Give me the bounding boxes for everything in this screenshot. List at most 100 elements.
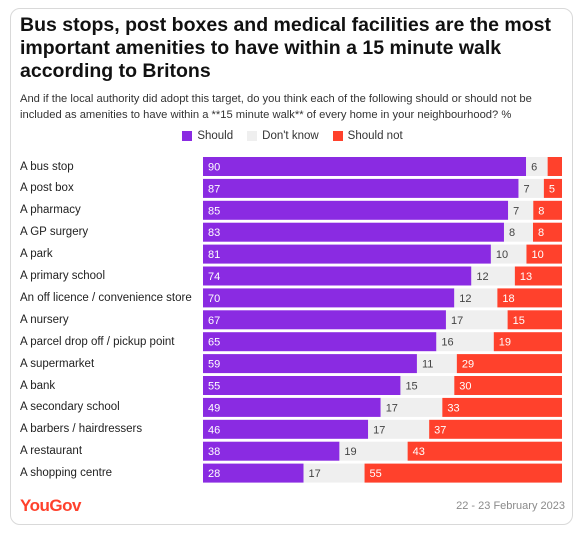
bar-should-not-a-primary-school [514, 266, 562, 286]
value-label-should-a-secondary-school: 49 [208, 402, 220, 414]
bar-dont-know-a-parcel-drop-off-pickup-point [436, 332, 494, 352]
value-label-dont-know-a-barbers-hairdressers: 17 [373, 424, 385, 436]
value-label-dont-know-an-off-licence-convenience-store: 12 [459, 293, 471, 305]
value-label-dont-know-a-shopping-centre: 17 [309, 468, 321, 480]
value-label-should-not-a-barbers-hairdressers: 37 [434, 424, 446, 436]
value-label-should-not-a-shopping-centre: 55 [370, 468, 382, 480]
bar-should-not-a-post-box [543, 178, 562, 198]
bar-should-not-a-gp-surgery [532, 222, 562, 242]
legend-swatch-dont-know [247, 131, 258, 141]
bar-dont-know-a-park [490, 244, 527, 264]
bar-should-a-restaurant [203, 441, 340, 461]
value-label-dont-know-a-pharmacy: 7 [513, 205, 519, 217]
bar-should-an-off-licence-convenience-store [203, 288, 455, 308]
category-label-a-park: A park [20, 248, 53, 261]
bar-should-a-shopping-centre [203, 463, 304, 483]
value-label-should-a-barbers-hairdressers: 46 [208, 424, 220, 436]
value-label-dont-know-a-supermarket: 11 [422, 359, 433, 371]
value-label-should-a-bus-stop: 90 [208, 162, 220, 174]
value-label-dont-know-a-bus-stop: 6 [531, 162, 537, 174]
chart-legend: Should Don't know Should not [0, 130, 585, 142]
bar-should-a-barbers-hairdressers [203, 419, 369, 439]
value-label-should-not-an-off-licence-convenience-store: 18 [502, 293, 514, 305]
bar-dont-know-a-supermarket [416, 354, 457, 374]
bar-should-a-secondary-school [203, 397, 381, 417]
bar-dont-know-a-post-box [518, 178, 544, 198]
value-label-should-a-shopping-centre: 28 [208, 468, 220, 480]
category-label-a-post-box: A post box [20, 182, 74, 195]
bar-should-a-parcel-drop-off-pickup-point [203, 332, 437, 352]
category-label-a-barbers-hairdressers: A barbers / hairdressers [20, 423, 143, 436]
value-label-should-not-a-restaurant: 43 [413, 446, 425, 458]
value-label-dont-know-a-park: 10 [496, 249, 508, 261]
bar-should-not-a-pharmacy [533, 200, 562, 220]
category-label-a-bus-stop: A bus stop [20, 160, 74, 173]
legend-item-dont-know: Don't know [247, 130, 319, 142]
value-label-dont-know-a-nursery: 17 [451, 315, 463, 327]
bar-dont-know-a-primary-school [471, 266, 515, 286]
category-label-a-parcel-drop-off-pickup-point: A parcel drop off / pickup point [20, 335, 175, 348]
bar-should-not-a-park [526, 244, 562, 264]
value-label-should-not-a-secondary-school: 33 [447, 402, 459, 414]
bar-dont-know-an-off-licence-convenience-store [454, 288, 498, 308]
value-label-should-not-a-pharmacy: 8 [538, 205, 544, 217]
bar-should-not-a-barbers-hairdressers [429, 419, 562, 439]
bar-should-not-a-bus-stop [547, 157, 562, 176]
chart-subtitle: And if the local authority did adopt thi… [20, 93, 532, 121]
category-label-a-pharmacy: A pharmacy [20, 204, 81, 217]
value-label-should-not-a-primary-school: 13 [520, 271, 532, 283]
value-label-should-not-a-parcel-drop-off-pickup-point: 19 [499, 337, 511, 349]
value-label-should-a-parcel-drop-off-pickup-point: 65 [208, 337, 220, 349]
bar-should-not-a-bank [454, 376, 562, 395]
bar-dont-know-a-restaurant [339, 441, 408, 461]
legend-item-should: Should [182, 130, 233, 142]
legend-swatch-should [182, 131, 193, 141]
category-label-a-primary-school: A primary school [20, 270, 106, 282]
bar-dont-know-a-barbers-hairdressers [368, 419, 430, 439]
value-label-dont-know-a-primary-school: 12 [476, 271, 488, 283]
bar-should-a-bank [203, 376, 401, 395]
yougov-logo: YouGov [20, 496, 81, 515]
bar-should-a-primary-school [203, 266, 472, 286]
value-label-should-a-park: 81 [208, 249, 220, 261]
value-label-should-a-supermarket: 59 [208, 359, 220, 371]
bar-should-a-pharmacy [203, 200, 509, 220]
legend-label-should: Should [197, 130, 234, 142]
bar-should-a-bus-stop [203, 157, 527, 176]
bar-dont-know-a-secondary-school [380, 397, 443, 417]
category-label-a-gp-surgery: A GP surgery [20, 226, 89, 239]
legend-swatch-should-not [332, 131, 343, 141]
value-label-should-not-a-supermarket: 29 [462, 359, 474, 371]
value-label-should-not-a-gp-surgery: 8 [538, 227, 544, 239]
bar-should-not-a-restaurant [407, 441, 562, 461]
value-label-should-a-pharmacy: 85 [208, 205, 220, 217]
bar-should-not-a-supermarket [456, 354, 562, 374]
value-label-should-a-bank: 55 [208, 381, 220, 393]
value-label-dont-know-a-restaurant: 19 [344, 446, 356, 458]
value-label-dont-know-a-parcel-drop-off-pickup-point: 16 [441, 337, 453, 349]
bar-should-not-an-off-licence-convenience-store [497, 288, 562, 308]
category-label-a-supermarket: A supermarket [20, 357, 95, 370]
bar-should-not-a-secondary-school [442, 397, 562, 417]
bar-dont-know-a-pharmacy [508, 200, 534, 220]
value-label-should-a-nursery: 67 [208, 315, 220, 327]
bar-should-a-gp-surgery [203, 222, 504, 242]
category-label-a-secondary-school: A secondary school [20, 401, 120, 414]
bar-should-a-post-box [203, 178, 519, 198]
category-label-an-off-licence-convenience-store: An off licence / convenience store [20, 291, 192, 304]
bar-dont-know-a-bank [400, 376, 455, 395]
value-label-should-a-post-box: 87 [208, 183, 220, 195]
value-label-dont-know-a-gp-surgery: 8 [509, 227, 515, 239]
category-label-a-restaurant: A restaurant [20, 445, 83, 458]
bar-should-a-supermarket [203, 354, 417, 374]
bar-dont-know-a-nursery [445, 310, 508, 330]
legend-label-dont-know: Don't know [262, 130, 319, 142]
value-label-should-a-restaurant: 38 [208, 446, 220, 458]
value-label-should-a-gp-surgery: 83 [208, 227, 220, 239]
value-label-should-an-off-licence-convenience-store: 70 [208, 293, 220, 305]
bar-should-a-park [203, 244, 491, 264]
value-label-dont-know-a-post-box: 7 [523, 183, 529, 195]
legend-label-should-not: Should not [347, 130, 403, 142]
legend-item-should-not: Should not [332, 130, 403, 142]
